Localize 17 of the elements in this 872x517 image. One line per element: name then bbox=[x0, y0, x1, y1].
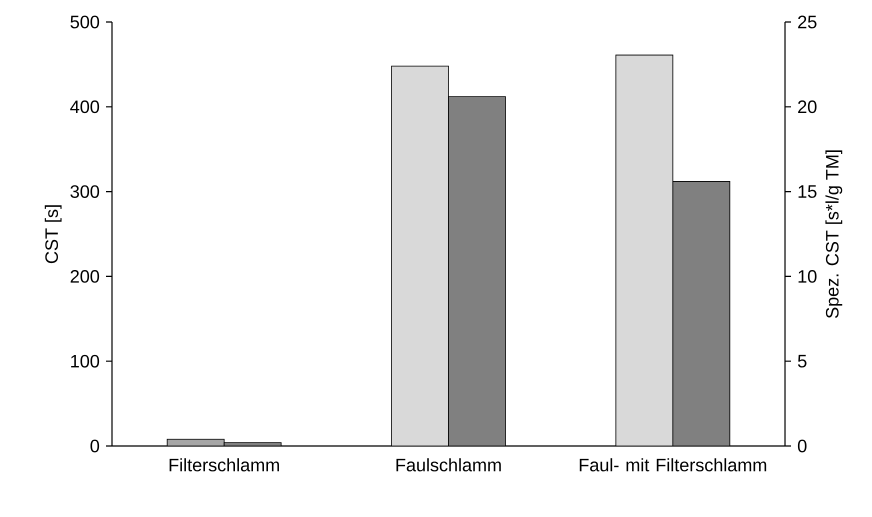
y-tick-label: 0 bbox=[90, 440, 100, 452]
y-tick-label: 100 bbox=[71, 354, 100, 368]
y-tick-label: 400 bbox=[70, 100, 100, 114]
y2-tick-label: 10 bbox=[798, 270, 817, 283]
x-tick-label: Filterschlamm bbox=[170, 458, 279, 472]
y2-tick-label: 0 bbox=[798, 440, 807, 452]
y-tick-label: 500 bbox=[70, 16, 100, 28]
y2-tick-label: 15 bbox=[798, 185, 816, 198]
y-tick-label: 300 bbox=[70, 185, 100, 198]
y-tick-label: 200 bbox=[70, 270, 100, 283]
y2-tick-label: 20 bbox=[798, 100, 817, 114]
x-tick-label: Faulschlamm bbox=[396, 458, 501, 472]
y2-tick-label: 5 bbox=[798, 354, 806, 368]
y-axis-title: CST [s] bbox=[44, 205, 62, 264]
y2-axis-title: Spez. CST [s*l/g TM] bbox=[825, 150, 842, 318]
y2-tick-label: 25 bbox=[798, 16, 816, 28]
x-tick-label: Faul- mit Filterschlamm bbox=[580, 458, 766, 472]
